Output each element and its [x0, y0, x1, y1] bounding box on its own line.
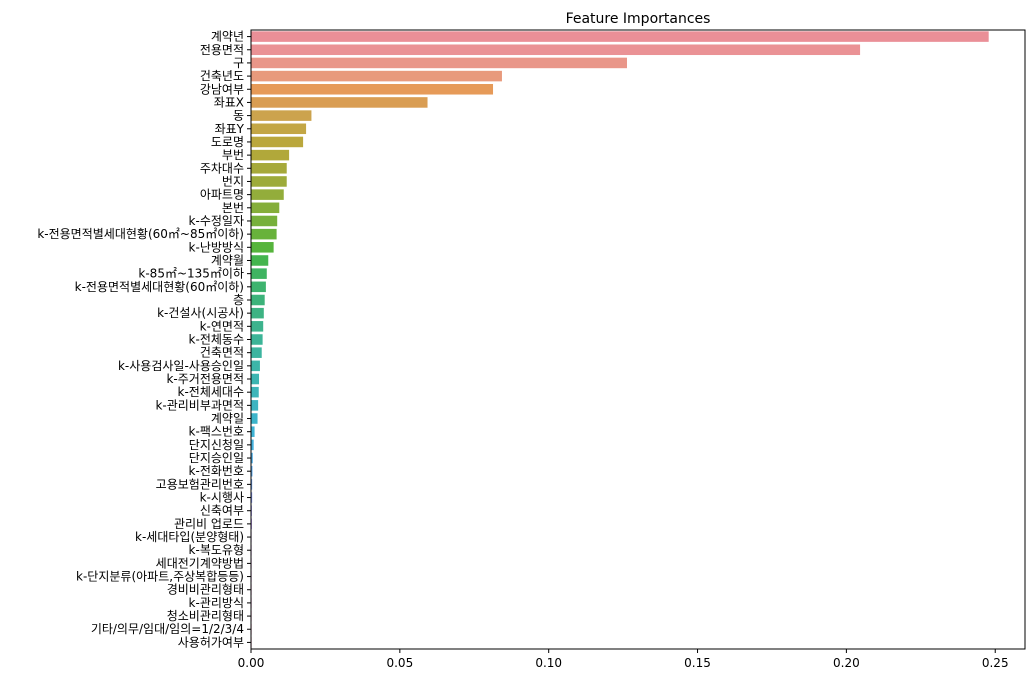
y-tick-label: 주차대수: [200, 161, 244, 175]
bar: [251, 215, 278, 227]
bar: [251, 255, 269, 266]
x-axis-ticks: 0.00 0.05 0.10 0.15 0.20 0.25: [238, 649, 1009, 670]
y-tick-label: 전용면적: [200, 43, 244, 57]
bar: [251, 452, 253, 464]
y-tick-label: k-연면적: [200, 319, 244, 333]
y-tick-label: k-전화번호: [189, 464, 244, 478]
bar: [251, 400, 259, 411]
y-tick-label: 청소비관리형태: [167, 609, 244, 623]
y-tick-label: k-건설사(시공사): [157, 306, 244, 320]
y-tick-label: 고용보험관리번호: [156, 477, 244, 491]
bar: [251, 123, 307, 135]
y-tick-label: 관리비 업로드: [174, 517, 244, 531]
x-tick-label: 0.00: [238, 656, 265, 670]
bar: [251, 70, 502, 82]
bar: [251, 242, 274, 253]
bar: [251, 439, 254, 451]
y-tick-label: 층: [233, 293, 244, 307]
bar: [251, 479, 253, 490]
bar: [251, 334, 263, 345]
bar: [251, 136, 304, 148]
y-tick-label: 좌표X: [214, 95, 244, 109]
y-tick-label: 번지: [222, 174, 244, 188]
bar: [251, 294, 265, 306]
y-tick-label: 단지신청일: [189, 438, 244, 452]
y-tick-label: k-전용면적별세대현황(60㎡이하): [75, 280, 244, 294]
bar: [251, 281, 266, 293]
bar: [251, 149, 290, 161]
y-tick-label: 부번: [222, 148, 244, 162]
y-tick-label: k-관리비부과면적: [155, 398, 244, 412]
y-tick-label: 건축면적: [200, 346, 244, 360]
bar: [251, 386, 259, 398]
y-tick-label: 도로명: [211, 135, 244, 149]
y-tick-label: 동: [233, 109, 244, 123]
y-tick-label: 좌표Y: [215, 122, 245, 136]
y-tick-label: k-주거전용면적: [166, 372, 244, 386]
bar: [251, 202, 280, 214]
y-tick-label: 경비비관리형태: [167, 583, 244, 597]
y-tick-label: 신축여부: [200, 504, 244, 518]
x-tick-label: 0.05: [386, 656, 413, 670]
y-tick-label: 단지승인일: [189, 451, 244, 465]
bar: [251, 268, 267, 279]
bar: [251, 360, 260, 372]
y-tick-label: k-수정일자: [189, 214, 244, 228]
y-tick-label: k-단지분류(아파트,주상복합등등): [76, 570, 244, 584]
y-tick-label: k-세대타입(분양형태): [135, 530, 244, 544]
y-tick-label: 계약월: [211, 252, 244, 267]
y-tick-label: 본번: [222, 201, 244, 215]
y-tick-label: k-전체세대수: [178, 385, 244, 399]
bar: [251, 492, 253, 503]
y-tick-label: 구: [233, 56, 244, 70]
bar: [251, 307, 264, 319]
bar: [251, 83, 494, 95]
bar: [251, 426, 255, 437]
bar: [251, 189, 284, 200]
y-tick-label: k-관리방식: [189, 596, 244, 610]
y-tick-label: k-팩스번호: [189, 425, 244, 439]
y-axis-ticks: 계약년전용면적구건축년도강남여부좌표X동좌표Y도로명부번주차대수번지아파트명본번…: [37, 29, 251, 649]
x-tick-label: 0.25: [982, 656, 1009, 670]
bar: [251, 31, 989, 42]
y-tick-label: 계약년: [211, 29, 244, 44]
bar: [251, 321, 264, 332]
bar: [251, 413, 258, 424]
bar: [251, 228, 277, 240]
y-tick-label: k-시행사: [200, 490, 244, 505]
y-tick-label: 계약일: [211, 411, 244, 426]
y-tick-label: k-전용면적별세대현황(60㎡~85㎡이하): [37, 227, 244, 241]
y-tick-label: 기타/의무/임대/임의=1/2/3/4: [91, 622, 244, 636]
y-tick-label: 아파트명: [200, 188, 244, 202]
bars-group: [251, 31, 989, 648]
x-tick-label: 0.20: [833, 656, 860, 670]
bar: [251, 373, 260, 385]
bar: [251, 97, 428, 108]
y-tick-label: k-난방방식: [189, 240, 244, 254]
bar: [251, 57, 627, 69]
y-tick-label: 건축년도: [200, 69, 244, 83]
bar: [251, 110, 312, 121]
x-tick-label: 0.15: [684, 656, 711, 670]
y-tick-label: 강남여부: [200, 82, 244, 96]
x-tick-label: 0.10: [535, 656, 562, 670]
chart-title: Feature Importances: [566, 11, 711, 27]
bar: [251, 465, 253, 477]
bar: [251, 163, 287, 174]
bar: [251, 176, 287, 187]
bar: [251, 347, 262, 358]
y-tick-label: k-전체동수: [189, 333, 244, 347]
y-tick-label: k-85㎡~135㎡이하: [138, 267, 244, 281]
y-tick-label: k-복도유형: [189, 543, 244, 557]
y-tick-label: k-사용검사일-사용승인일: [118, 359, 244, 373]
plot-frame: [250, 29, 1026, 650]
y-tick-label: 사용허가여부: [178, 635, 244, 649]
y-tick-label: 세대전기계약방법: [156, 555, 244, 570]
bar: [251, 44, 861, 56]
